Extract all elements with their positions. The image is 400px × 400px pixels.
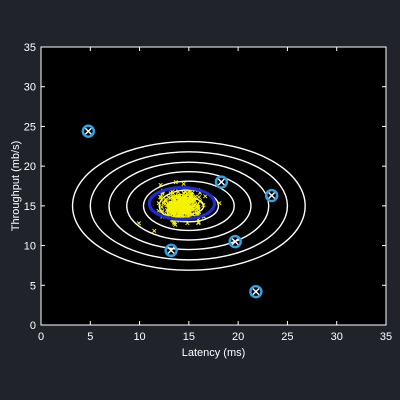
normal-point (197, 199, 203, 204)
normal-point (136, 221, 141, 226)
x-tick-label: 15 (183, 331, 195, 343)
y-tick-label: 15 (24, 201, 36, 213)
normal-point (195, 211, 200, 216)
contour-7 (71, 140, 306, 271)
normal-point (201, 202, 206, 208)
normal-point (171, 219, 177, 225)
normal-point (185, 206, 190, 211)
x-axis-label: Latency (ms) (182, 347, 246, 359)
x-tick-label: 10 (133, 331, 145, 343)
normal-point (195, 202, 200, 207)
normal-point (168, 196, 173, 201)
outlier-point (264, 188, 279, 203)
outlier-cross (252, 288, 260, 296)
normal-point (152, 228, 157, 233)
normal-point (181, 206, 186, 212)
y-tick-label: 5 (30, 280, 36, 292)
normal-point (160, 208, 165, 214)
contour-4 (126, 171, 252, 241)
normal-point (158, 182, 163, 188)
plot-area (41, 47, 386, 325)
normal-point (181, 181, 186, 187)
y-tick-label: 10 (24, 241, 36, 253)
normal-point (187, 189, 192, 194)
normal-point (185, 220, 190, 226)
outlier-point (249, 284, 263, 299)
outlier-cross (167, 246, 175, 254)
x-tick-label: 20 (232, 331, 244, 343)
normal-point (156, 200, 161, 206)
x-tick-label: 5 (87, 331, 93, 343)
axes-box (40, 46, 387, 326)
contour-5 (108, 161, 270, 251)
normal-point (158, 194, 163, 200)
normal-point (179, 195, 184, 200)
normal-point (168, 211, 174, 216)
normal-point (161, 200, 167, 205)
outlier-cross (217, 178, 225, 186)
axes: 0 5 10 15 20 25 30 35 0 5 10 15 20 25 30 35 (24, 42, 392, 343)
x-tick-label: 30 (331, 331, 343, 343)
outlier-cross (84, 127, 92, 135)
normal-point (173, 222, 178, 227)
y-axis-label: Throughput (mb/s) (10, 141, 22, 231)
normal-point (190, 205, 195, 210)
normal-point (193, 194, 198, 199)
normal-point (189, 211, 195, 217)
normal-point (176, 200, 181, 205)
y-tick-label: 35 (24, 42, 36, 54)
normal-point (186, 202, 191, 207)
normal-point (168, 200, 174, 206)
normal-point (190, 212, 196, 217)
outlier-circle (249, 284, 263, 299)
normal-point (203, 194, 208, 199)
y-tick-label: 20 (24, 161, 36, 173)
normal-point (196, 195, 202, 200)
anomaly-boundary (147, 185, 217, 221)
y-tick-label: 25 (24, 121, 36, 133)
outlier-cross (268, 192, 276, 200)
normal-point (164, 207, 170, 213)
outlier-circle (228, 234, 242, 249)
outlier-circle (164, 243, 178, 258)
normal-point (194, 207, 199, 212)
normal-point (217, 200, 222, 206)
normal-point (163, 197, 169, 202)
outlier-point (81, 124, 96, 138)
normal-point (175, 189, 181, 195)
anomaly-boundary-ellipse (147, 185, 217, 221)
normal-point (182, 194, 188, 200)
normal-point (169, 189, 175, 194)
normal-point (177, 212, 183, 217)
x-tick-label: 25 (281, 331, 293, 343)
normal-point (180, 208, 185, 214)
normal-point (177, 208, 182, 213)
normal-point (181, 190, 186, 196)
contour-3 (142, 180, 235, 232)
outlier-point (164, 243, 178, 258)
outlier-point (228, 234, 242, 249)
outlier-point (214, 175, 229, 189)
y-tick-label: 30 (24, 82, 36, 94)
outlier-points (81, 124, 279, 299)
outlier-circle (214, 175, 229, 189)
normal-point (196, 220, 201, 225)
normal-point (159, 204, 164, 210)
normal-point (187, 213, 192, 219)
normal-point (189, 194, 194, 200)
normal-point (185, 209, 190, 214)
outlier-cross (231, 238, 239, 246)
contour-6 (89, 151, 289, 261)
normal-point (181, 198, 187, 203)
normal-point (173, 180, 178, 185)
outlier-circle (81, 124, 96, 138)
x-tick-label: 35 (380, 331, 392, 343)
y-tick-label: 0 (30, 320, 36, 332)
outlier-circle (264, 188, 279, 203)
x-tick-label: 0 (38, 331, 44, 343)
